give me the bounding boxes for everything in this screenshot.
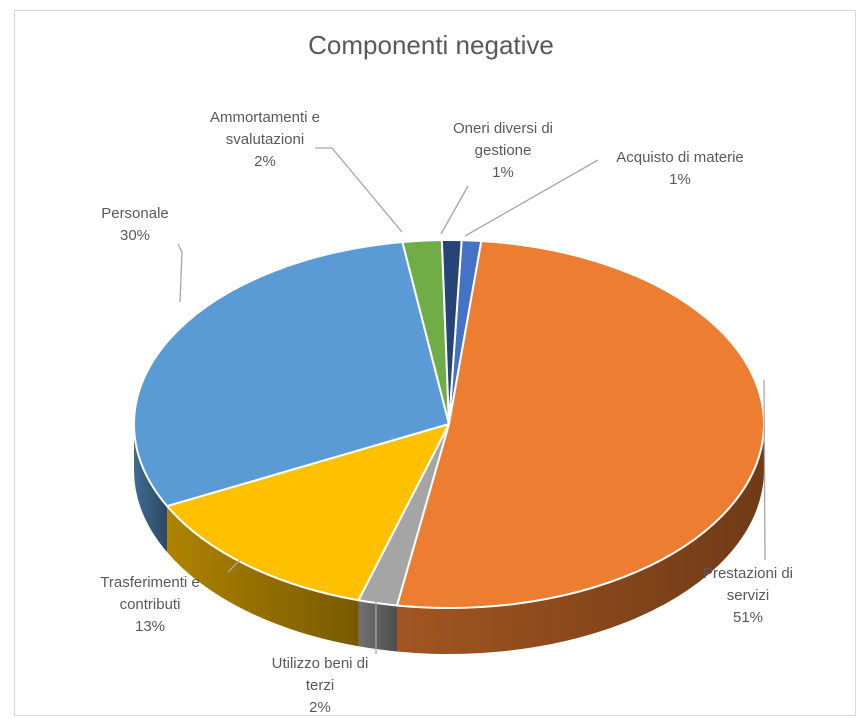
slice-label-4: Personale 30%: [101, 205, 169, 244]
slice-label-line: 2%: [309, 699, 331, 716]
pie-side-shade-3: [167, 506, 359, 647]
slice-label-1: Prestazioni di servizi 51%: [703, 565, 793, 626]
chart-title: Componenti negative: [308, 30, 554, 60]
slice-label-6: Oneri diversi di gestione 1%: [453, 120, 553, 181]
slice-label-line: 1%: [669, 171, 691, 188]
slice-label-line: Personale: [101, 205, 169, 222]
slice-label-line: svalutazioni: [226, 131, 304, 148]
slice-label-line: servizi: [727, 587, 770, 604]
slice-label-line: 30%: [120, 227, 150, 244]
slice-label-line: Trasferimenti e: [100, 574, 199, 591]
leader-line-0: [464, 159, 599, 237]
pie-side-shade-1: [397, 424, 764, 654]
slice-label-5: Ammortamenti e svalutazioni 2%: [210, 109, 320, 170]
slice-label-line: contributi: [120, 596, 181, 613]
slice-label-line: 51%: [733, 609, 763, 626]
leader-line-6: [440, 185, 469, 235]
pie-slice-3: [166, 423, 450, 602]
slice-label-line: Prestazioni di: [703, 565, 793, 582]
leader-line-1: [763, 379, 766, 561]
slice-label-line: 13%: [135, 618, 165, 635]
pie-slice-1: [396, 239, 765, 609]
leader-line-5: [315, 147, 403, 233]
slice-label-line: Acquisto di materie: [616, 149, 744, 166]
slice-label-2: Utilizzo beni di terzi 2%: [272, 655, 369, 716]
slice-label-line: Ammortamenti e: [210, 109, 320, 126]
slice-label-line: Utilizzo beni di: [272, 655, 369, 672]
slice-label-3: Trasferimenti e contributi 13%: [100, 574, 199, 635]
pie-slice-4: [133, 241, 450, 508]
pie-side-shade-4: [134, 424, 168, 553]
pie-side-shade-2: [358, 600, 398, 652]
pie-slice-6: [440, 239, 463, 425]
slice-label-line: Oneri diversi di: [453, 120, 553, 137]
slice-label-line: terzi: [306, 677, 334, 694]
slice-label-line: 1%: [492, 164, 514, 181]
slice-label-0: Acquisto di materie 1%: [616, 149, 744, 188]
slice-label-line: 2%: [254, 153, 276, 170]
slice-label-line: gestione: [475, 142, 532, 159]
leader-line-4: [177, 243, 183, 303]
leader-line-3: [227, 559, 241, 573]
